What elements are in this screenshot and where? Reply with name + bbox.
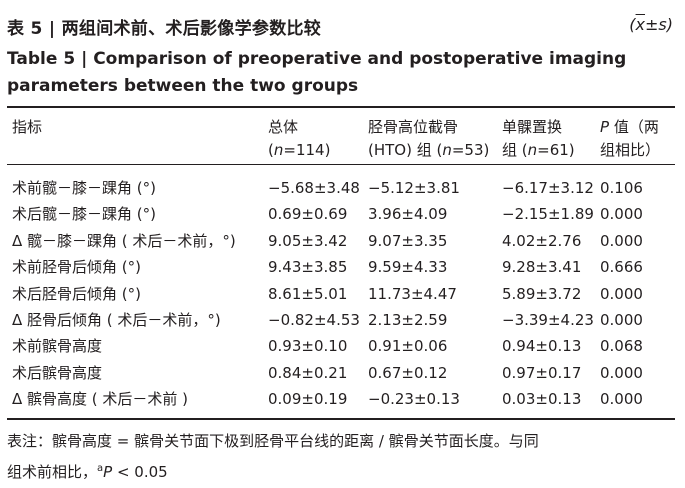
row-hto: −5.12±3.81 <box>368 179 460 197</box>
row-uka: 0.94±0.13 <box>502 337 582 355</box>
row-uka: 5.89±3.72 <box>502 285 582 303</box>
row-total: 0.93±0.10 <box>268 337 348 355</box>
row-uka: 0.03±0.13 <box>502 390 582 408</box>
row-p: 0.000 <box>600 232 643 250</box>
header-indicator: 指标 <box>12 116 42 139</box>
row-p: 0.106 <box>600 179 643 197</box>
row-p: 0.000 <box>600 285 643 303</box>
table-footnote: 表注：髌骨高度 = 髌骨关节面下极到胫骨平台线的距离 / 髌骨关节面长度。与同 … <box>7 428 675 486</box>
header-p-line2: 组相比） <box>600 141 661 159</box>
header-indicator-label: 指标 <box>12 118 43 136</box>
header-p-value: P 值（两 组相比） <box>600 116 660 162</box>
row-uka: 4.02±2.76 <box>502 232 582 250</box>
row-hto: 9.59±4.33 <box>368 258 448 276</box>
row-hto: 0.91±0.06 <box>368 337 448 355</box>
header-uka-group: 单髁置换 组 (n=61) <box>502 116 575 162</box>
row-uka: 0.97±0.17 <box>502 364 582 382</box>
row-p: 0.000 <box>600 311 643 329</box>
row-p: 0.000 <box>600 205 643 223</box>
table-bottom-rule <box>7 418 675 420</box>
row-indicator: Δ 髌骨高度 ( 术后－术前 ) <box>12 390 189 408</box>
row-indicator: 术前髋－膝－踝角 (°) <box>12 179 156 197</box>
row-uka: −6.17±3.12 <box>502 179 594 197</box>
footnote-line2: 组术前相比，aP < 0.05 <box>7 463 168 481</box>
row-indicator: 术后髌骨高度 <box>12 364 103 382</box>
row-total: −0.82±4.53 <box>268 311 360 329</box>
row-total: 0.69±0.69 <box>268 205 348 223</box>
header-uka-n: 组 (n=61) <box>502 141 575 159</box>
stat-notation: (x±s) <box>629 15 673 34</box>
row-hto: −0.23±0.13 <box>368 390 460 408</box>
row-uka: −2.15±1.89 <box>502 205 594 223</box>
row-hto: 3.96±4.09 <box>368 205 448 223</box>
stat-notation-rest: ±s) <box>645 15 673 34</box>
table-title-cn: 表 5 | 两组间术前、术后影像学参数比较 <box>7 19 322 39</box>
row-hto: 2.13±2.59 <box>368 311 448 329</box>
header-hto-group: 胫骨高位截骨 (HTO) 组 (n=53) <box>368 116 489 162</box>
header-p-line1: P 值（两 <box>600 118 659 136</box>
row-indicator: Δ 胫骨后倾角 ( 术后－术前，°) <box>12 311 221 329</box>
row-indicator: Δ 髋－膝－踝角 ( 术后－术前，°) <box>12 232 236 250</box>
row-indicator: 术前胫骨后倾角 (°) <box>12 258 141 276</box>
row-uka: −3.39±4.23 <box>502 311 594 329</box>
table-row: 术前胫骨后倾角 (°) 9.43±3.85 9.59±4.33 9.28±3.4… <box>0 254 685 280</box>
header-hto-label: 胫骨高位截骨 <box>368 118 459 136</box>
table-row: 术后髋－膝－踝角 (°) 0.69±0.69 3.96±4.09 −2.15±1… <box>0 201 685 227</box>
header-total-n: (n=114) <box>268 141 331 159</box>
row-indicator: 术后髋－膝－踝角 (°) <box>12 205 156 223</box>
row-indicator: 术前髌骨高度 <box>12 337 103 355</box>
row-total: 8.61±5.01 <box>268 285 348 303</box>
table-header-rule <box>7 164 675 165</box>
row-hto: 0.67±0.12 <box>368 364 448 382</box>
table-top-rule <box>7 106 675 108</box>
header-total-label: 总体 <box>268 118 299 136</box>
table-row: Δ 髋－膝－踝角 ( 术后－术前，°) 9.05±3.42 9.07±3.35 … <box>0 228 685 254</box>
row-uka: 9.28±3.41 <box>502 258 582 276</box>
table-row: Δ 胫骨后倾角 ( 术后－术前，°) −0.82±4.53 2.13±2.59 … <box>0 307 685 333</box>
table-row: 术前髋－膝－踝角 (°) −5.68±3.48 −5.12±3.81 −6.17… <box>0 175 685 201</box>
x-bar-symbol: x <box>635 15 646 34</box>
table-row: 术前髌骨高度 0.93±0.10 0.91±0.06 0.94±0.13 0.0… <box>0 333 685 359</box>
row-total: −5.68±3.48 <box>268 179 360 197</box>
row-total: 9.43±3.85 <box>268 258 348 276</box>
row-hto: 11.73±4.47 <box>368 285 457 303</box>
header-hto-n: (HTO) 组 (n=53) <box>368 141 490 159</box>
row-p: 0.000 <box>600 364 643 382</box>
table-row: 术后髌骨高度 0.84±0.21 0.67±0.12 0.97±0.17 0.0… <box>0 360 685 386</box>
row-p: 0.666 <box>600 258 643 276</box>
header-total: 总体 (n=114) <box>268 116 330 162</box>
footnote-line1: 表注：髌骨高度 = 髌骨关节面下极到胫骨平台线的距离 / 髌骨关节面长度。与同 <box>7 432 539 450</box>
header-uka-label: 单髁置换 <box>502 118 563 136</box>
row-p: 0.068 <box>600 337 643 355</box>
table-row: 术后胫骨后倾角 (°) 8.61±5.01 11.73±4.47 5.89±3.… <box>0 281 685 307</box>
row-total: 9.05±3.42 <box>268 232 348 250</box>
table-row: Δ 髌骨高度 ( 术后－术前 ) 0.09±0.19 −0.23±0.13 0.… <box>0 386 685 412</box>
row-hto: 9.07±3.35 <box>368 232 448 250</box>
row-total: 0.09±0.19 <box>268 390 348 408</box>
table-title-en: Table 5 | Comparison of preoperative and… <box>7 49 627 96</box>
row-indicator: 术后胫骨后倾角 (°) <box>12 285 141 303</box>
row-total: 0.84±0.21 <box>268 364 348 382</box>
row-p: 0.000 <box>600 390 643 408</box>
